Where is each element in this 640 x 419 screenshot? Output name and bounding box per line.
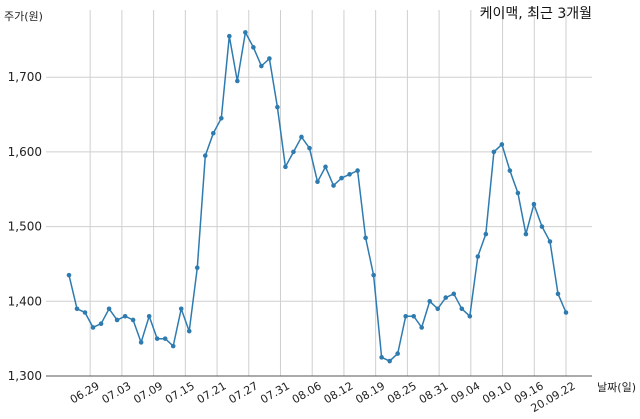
data-point bbox=[315, 179, 320, 185]
data-point bbox=[451, 291, 457, 297]
data-point bbox=[499, 142, 505, 147]
data-point bbox=[267, 56, 272, 61]
x-tick-label: 07.09 bbox=[131, 379, 165, 406]
data-point bbox=[307, 145, 312, 151]
y-tick-label: 1,600 bbox=[8, 145, 42, 159]
data-point bbox=[339, 175, 344, 181]
x-tick-label: 08.25 bbox=[385, 379, 419, 406]
data-point bbox=[531, 201, 537, 207]
data-point bbox=[178, 306, 184, 312]
data-point bbox=[347, 172, 352, 177]
data-point bbox=[299, 134, 304, 140]
data-point bbox=[275, 104, 280, 110]
x-tick-label: 07.15 bbox=[163, 379, 197, 406]
data-point bbox=[491, 149, 497, 155]
x-tick-label: 08.06 bbox=[290, 379, 324, 406]
data-point bbox=[435, 306, 441, 312]
data-point bbox=[547, 239, 553, 244]
data-point bbox=[114, 317, 120, 323]
x-axis-label: 날짜(일) bbox=[597, 380, 636, 394]
data-point bbox=[235, 78, 240, 84]
x-tick-label: 07.03 bbox=[100, 379, 134, 406]
x-tick-label: 07.31 bbox=[258, 379, 292, 406]
data-point bbox=[243, 30, 248, 35]
data-point bbox=[395, 351, 400, 356]
data-point bbox=[539, 224, 545, 229]
x-tick-label: 08.12 bbox=[322, 379, 356, 406]
data-point bbox=[467, 313, 473, 319]
data-point bbox=[363, 235, 368, 241]
data-points bbox=[66, 30, 569, 364]
data-point bbox=[291, 149, 296, 155]
x-tick-label: 06.29 bbox=[68, 379, 102, 406]
chart-title: 케이맥, 최근 3개월 bbox=[480, 6, 592, 22]
data-point bbox=[154, 336, 160, 341]
data-point bbox=[259, 63, 264, 69]
data-point bbox=[331, 183, 336, 188]
data-point bbox=[66, 272, 72, 278]
y-tick-labels: 1,300 1,400 1,500 1,600 1,700 bbox=[8, 70, 42, 383]
x-tick-label: 09.10 bbox=[480, 379, 514, 406]
data-point bbox=[138, 340, 144, 345]
data-point bbox=[323, 164, 328, 170]
data-point bbox=[170, 343, 176, 349]
data-point bbox=[202, 153, 208, 158]
x-tick-label: 08.31 bbox=[417, 379, 451, 406]
data-point bbox=[186, 328, 192, 334]
data-point bbox=[90, 325, 96, 330]
data-point bbox=[427, 299, 433, 304]
data-point bbox=[210, 130, 216, 136]
data-point bbox=[74, 306, 80, 312]
y-tick-label: 1,300 bbox=[8, 369, 42, 383]
y-tick-label: 1,700 bbox=[8, 70, 42, 84]
data-point bbox=[403, 313, 408, 319]
data-point bbox=[227, 33, 232, 39]
data-point bbox=[475, 254, 481, 259]
data-point bbox=[122, 313, 128, 319]
data-point bbox=[194, 265, 200, 270]
data-point bbox=[443, 295, 449, 300]
data-point bbox=[523, 231, 529, 237]
y-tick-label: 1,500 bbox=[8, 220, 42, 234]
series-line bbox=[68, 30, 567, 362]
data-point bbox=[219, 116, 224, 121]
data-point bbox=[419, 325, 425, 330]
data-point bbox=[283, 164, 288, 170]
data-point bbox=[459, 306, 465, 312]
x-tick-labels: 06.2907.0307.0907.1507.2107.2707.3108.06… bbox=[68, 379, 578, 415]
x-tick-label: 09.04 bbox=[449, 379, 483, 406]
data-point bbox=[483, 231, 489, 237]
data-point bbox=[555, 291, 561, 297]
data-point bbox=[82, 310, 88, 315]
data-point bbox=[146, 313, 152, 319]
data-point bbox=[162, 336, 168, 341]
x-tick-label: 07.27 bbox=[226, 379, 260, 406]
data-point bbox=[371, 272, 376, 278]
data-point bbox=[563, 310, 569, 315]
data-point bbox=[379, 355, 384, 360]
data-point bbox=[411, 313, 416, 319]
y-axis-label: 주가(원) bbox=[4, 10, 43, 23]
x-tick-label: 08.19 bbox=[353, 379, 387, 406]
data-point bbox=[130, 317, 136, 323]
data-point bbox=[251, 45, 256, 50]
data-point bbox=[106, 306, 112, 312]
x-tick-label: 07.21 bbox=[195, 379, 229, 406]
data-point bbox=[515, 190, 521, 196]
data-point bbox=[507, 168, 513, 173]
data-point bbox=[355, 168, 360, 173]
y-tick-label: 1,400 bbox=[8, 294, 42, 308]
data-point bbox=[98, 321, 104, 327]
data-point bbox=[387, 358, 392, 364]
grid bbox=[46, 10, 592, 376]
